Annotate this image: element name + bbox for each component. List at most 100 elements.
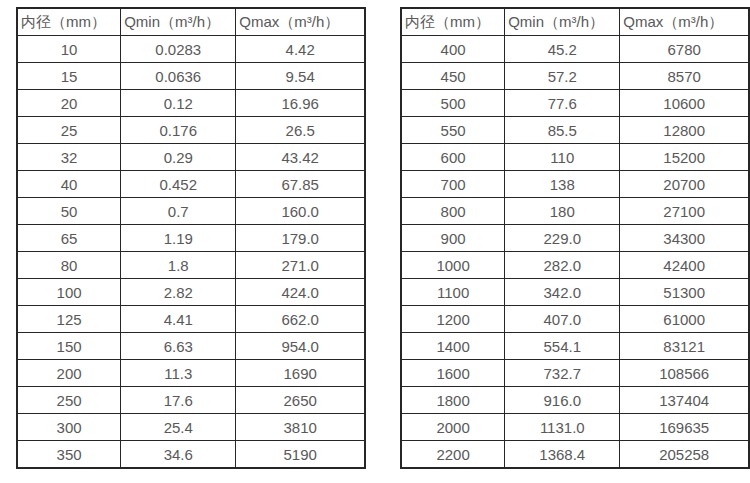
table-cell: 916.0	[505, 387, 620, 414]
table-cell: 1.8	[121, 252, 236, 279]
table-cell: 110	[505, 144, 620, 171]
table-cell: 11.3	[121, 360, 236, 387]
table-row: 900229.034300	[401, 225, 749, 252]
column-header-qmax: Qmax（m³/h）	[620, 8, 749, 36]
table-cell: 400	[401, 36, 505, 63]
flow-table-small-diameters: 内径（mm） Qmin（m³/h） Qmax（m³/h） 100.02834.4…	[16, 7, 366, 469]
table-cell: 0.7	[121, 198, 236, 225]
flow-spec-tables: 内径（mm） Qmin（m³/h） Qmax（m³/h） 100.02834.4…	[16, 7, 750, 469]
table-row: 500.7160.0	[17, 198, 365, 225]
table-row: 80018027100	[401, 198, 749, 225]
table-row: 40045.26780	[401, 36, 749, 63]
table-cell: 1600	[401, 360, 505, 387]
table-cell: 27100	[620, 198, 749, 225]
table-row: 250.17626.5	[17, 117, 365, 144]
table-cell: 229.0	[505, 225, 620, 252]
table-cell: 100	[17, 279, 121, 306]
table-cell: 25.4	[121, 414, 236, 441]
column-header-qmax: Qmax（m³/h）	[236, 8, 365, 36]
table-row: 1200407.061000	[401, 306, 749, 333]
table-header: 内径（mm） Qmin（m³/h） Qmax（m³/h）	[401, 8, 749, 36]
table-cell: 57.2	[505, 63, 620, 90]
table-body: 100.02834.42150.06369.54200.1216.96250.1…	[17, 36, 365, 469]
table-cell: 205258	[620, 441, 749, 469]
table-cell: 0.176	[121, 117, 236, 144]
table-cell: 108566	[620, 360, 749, 387]
table-cell: 1400	[401, 333, 505, 360]
table-cell: 554.1	[505, 333, 620, 360]
table-cell: 85.5	[505, 117, 620, 144]
table-row: 50077.610600	[401, 90, 749, 117]
table-row: 150.06369.54	[17, 63, 365, 90]
table-row: 70013820700	[401, 171, 749, 198]
table-cell: 15200	[620, 144, 749, 171]
table-cell: 17.6	[121, 387, 236, 414]
table-cell: 0.12	[121, 90, 236, 117]
table-cell: 67.85	[236, 171, 365, 198]
table-row: 1506.63954.0	[17, 333, 365, 360]
table-cell: 342.0	[505, 279, 620, 306]
table-cell: 40	[17, 171, 121, 198]
column-header-inner-diameter: 内径（mm）	[401, 8, 505, 36]
table-cell: 25	[17, 117, 121, 144]
table-cell: 3810	[236, 414, 365, 441]
table-cell: 1690	[236, 360, 365, 387]
table-cell: 0.0636	[121, 63, 236, 90]
table-cell: 1368.4	[505, 441, 620, 469]
table-row: 20001131.0169635	[401, 414, 749, 441]
table-row: 100.02834.42	[17, 36, 365, 63]
table-row: 55085.512800	[401, 117, 749, 144]
table-row: 651.19179.0	[17, 225, 365, 252]
table-cell: 43.42	[236, 144, 365, 171]
table-cell: 65	[17, 225, 121, 252]
column-header-inner-diameter: 内径（mm）	[17, 8, 121, 36]
table-cell: 0.0283	[121, 36, 236, 63]
table-cell: 1100	[401, 279, 505, 306]
table-header: 内径（mm） Qmin（m³/h） Qmax（m³/h）	[17, 8, 365, 36]
table-row: 45057.28570	[401, 63, 749, 90]
table-cell: 600	[401, 144, 505, 171]
table-row: 22001368.4205258	[401, 441, 749, 469]
table-cell: 2200	[401, 441, 505, 469]
header-row: 内径（mm） Qmin（m³/h） Qmax（m³/h）	[401, 8, 749, 36]
table-cell: 350	[17, 441, 121, 469]
table-cell: 45.2	[505, 36, 620, 63]
table-cell: 732.7	[505, 360, 620, 387]
table-row: 1600732.7108566	[401, 360, 749, 387]
table-cell: 77.6	[505, 90, 620, 117]
header-row: 内径（mm） Qmin（m³/h） Qmax（m³/h）	[17, 8, 365, 36]
table-cell: 500	[401, 90, 505, 117]
table-cell: 424.0	[236, 279, 365, 306]
table-row: 200.1216.96	[17, 90, 365, 117]
table-row: 20011.31690	[17, 360, 365, 387]
table-row: 801.8271.0	[17, 252, 365, 279]
table-cell: 200	[17, 360, 121, 387]
table-cell: 179.0	[236, 225, 365, 252]
table-cell: 42400	[620, 252, 749, 279]
table-cell: 12800	[620, 117, 749, 144]
table-cell: 1200	[401, 306, 505, 333]
table-cell: 137404	[620, 387, 749, 414]
table-cell: 1131.0	[505, 414, 620, 441]
table-cell: 61000	[620, 306, 749, 333]
table-cell: 138	[505, 171, 620, 198]
table-cell: 6780	[620, 36, 749, 63]
table-cell: 80	[17, 252, 121, 279]
table-cell: 1.19	[121, 225, 236, 252]
table-row: 1100342.051300	[401, 279, 749, 306]
table-row: 25017.62650	[17, 387, 365, 414]
table-cell: 169635	[620, 414, 749, 441]
table-cell: 900	[401, 225, 505, 252]
flow-table-large-diameters: 内径（mm） Qmin（m³/h） Qmax（m³/h） 40045.26780…	[400, 7, 750, 469]
table-cell: 83121	[620, 333, 749, 360]
table-cell: 4.42	[236, 36, 365, 63]
table-cell: 2000	[401, 414, 505, 441]
table-row: 1000282.042400	[401, 252, 749, 279]
table-cell: 800	[401, 198, 505, 225]
table-row: 320.2943.42	[17, 144, 365, 171]
table-cell: 20	[17, 90, 121, 117]
table-cell: 0.452	[121, 171, 236, 198]
table-cell: 271.0	[236, 252, 365, 279]
table-cell: 282.0	[505, 252, 620, 279]
table-cell: 1800	[401, 387, 505, 414]
